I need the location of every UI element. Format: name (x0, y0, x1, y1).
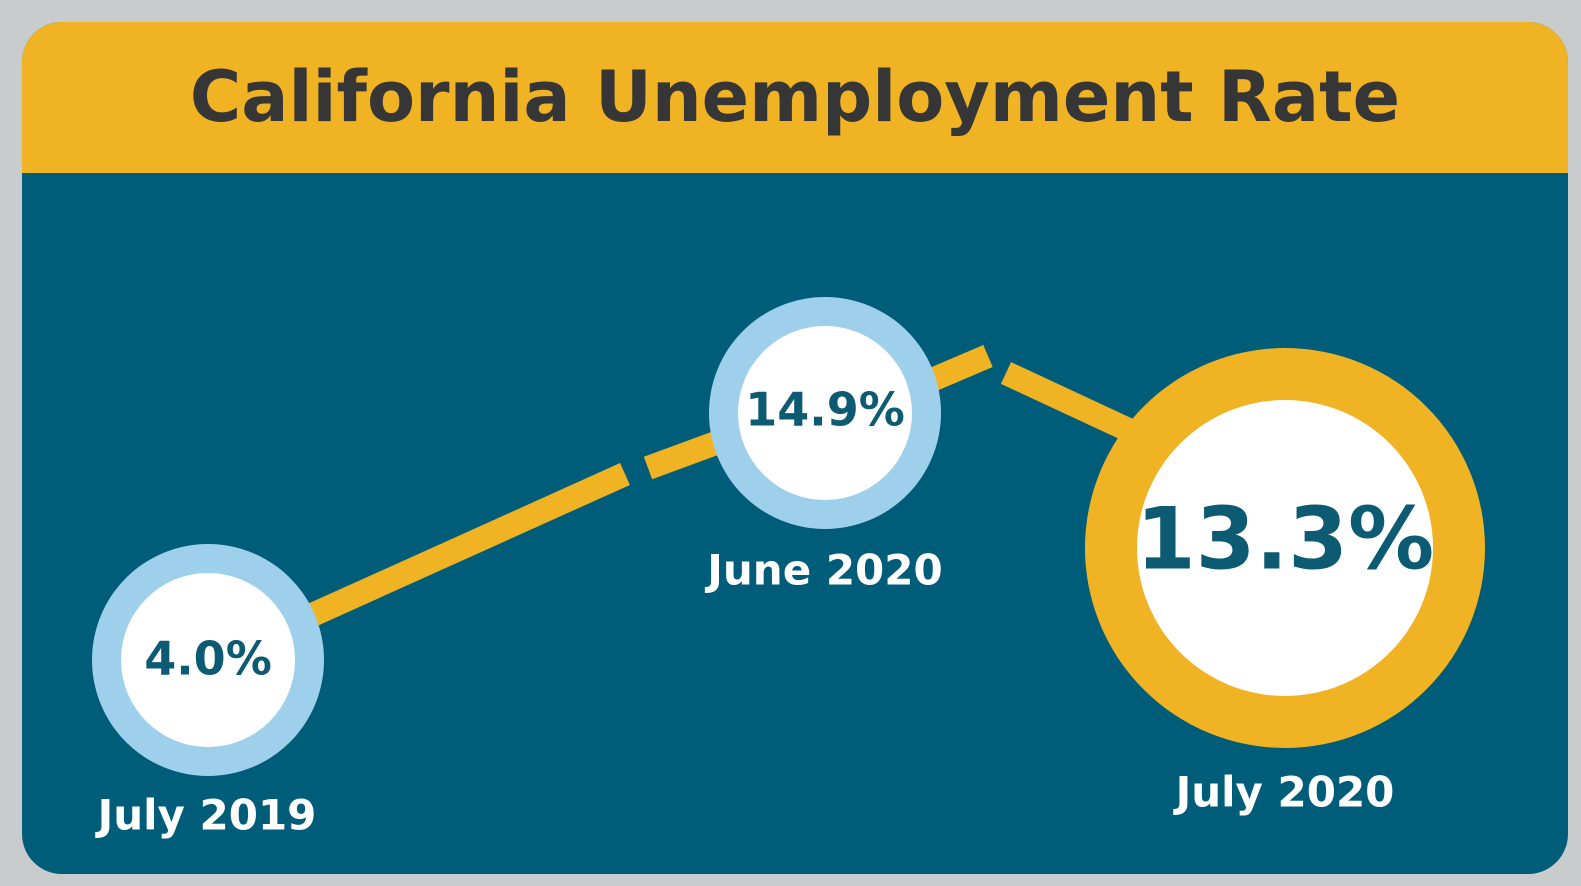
period: June 2020 (704, 546, 942, 595)
rate: 14.9% (745, 383, 905, 437)
inner-circle (738, 326, 912, 500)
period: July 2020 (1173, 768, 1395, 817)
header-band (22, 22, 1568, 173)
rate: 13.3% (1136, 489, 1434, 589)
point-2: 14.9% June 2020 (704, 297, 943, 595)
connector-segment (285, 463, 630, 636)
period: July 2019 (95, 791, 317, 840)
point-1: 4.0% July 2019 (92, 544, 324, 840)
inner-circle (121, 573, 295, 747)
point-3: 13.3% July 2020 (1085, 348, 1485, 817)
inner-circle (1137, 400, 1433, 696)
rate: 4.0% (144, 632, 272, 686)
title: California Unemployment Rate (190, 56, 1400, 138)
